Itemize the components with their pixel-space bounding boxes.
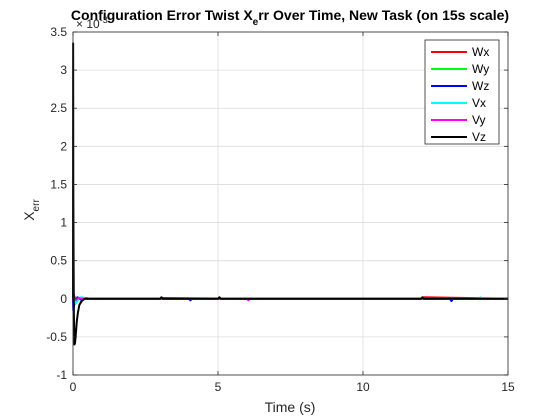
legend-label-wx: Wx bbox=[472, 45, 489, 59]
y-tick-label: 3 bbox=[60, 63, 67, 77]
y-tick-label: 0.5 bbox=[50, 254, 67, 268]
legend-label-wz: Wz bbox=[472, 79, 489, 93]
y-tick-label: 0 bbox=[60, 292, 67, 306]
series-line-vz bbox=[72, 42, 508, 346]
y-tick-label: 1.5 bbox=[50, 177, 67, 191]
y-tick-label: -1 bbox=[56, 368, 67, 382]
legend-label-wy: Wy bbox=[472, 62, 489, 76]
y-tick-label: 2.5 bbox=[50, 101, 67, 115]
y-tick-label: 3.5 bbox=[50, 25, 67, 39]
plot-frame bbox=[72, 31, 509, 376]
x-tick-label: 15 bbox=[501, 380, 515, 394]
y-exponent-label: × 10-3 bbox=[76, 15, 108, 31]
series-lines bbox=[72, 42, 509, 346]
x-tick-label: 0 bbox=[70, 380, 77, 394]
x-tick-label: 5 bbox=[215, 380, 222, 394]
x-tick-label: 10 bbox=[356, 380, 370, 394]
legend-label-vx: Vx bbox=[472, 96, 486, 110]
y-tick-label: 2 bbox=[60, 139, 67, 153]
y-tick-label: -0.5 bbox=[46, 330, 67, 344]
legend-label-vy: Vy bbox=[472, 113, 486, 127]
legend-label-vz: Vz bbox=[472, 130, 486, 144]
chart-title-subscript: e bbox=[253, 17, 259, 28]
y-axis-label: Xerr bbox=[21, 199, 42, 221]
chart-title: Configuration Error Twist Xerr Over Time… bbox=[71, 7, 509, 28]
legend: Wx Wy Wz Vx Vy Vz bbox=[424, 39, 500, 145]
ticks: 0 5 10 15 -1 -0.5 0 0.5 1 1.5 2 2.5 3 3.5 bbox=[46, 25, 515, 394]
y-tick-label: 1 bbox=[60, 216, 67, 230]
legend-box bbox=[424, 39, 500, 145]
x-axis-label: Time (s) bbox=[265, 399, 316, 415]
